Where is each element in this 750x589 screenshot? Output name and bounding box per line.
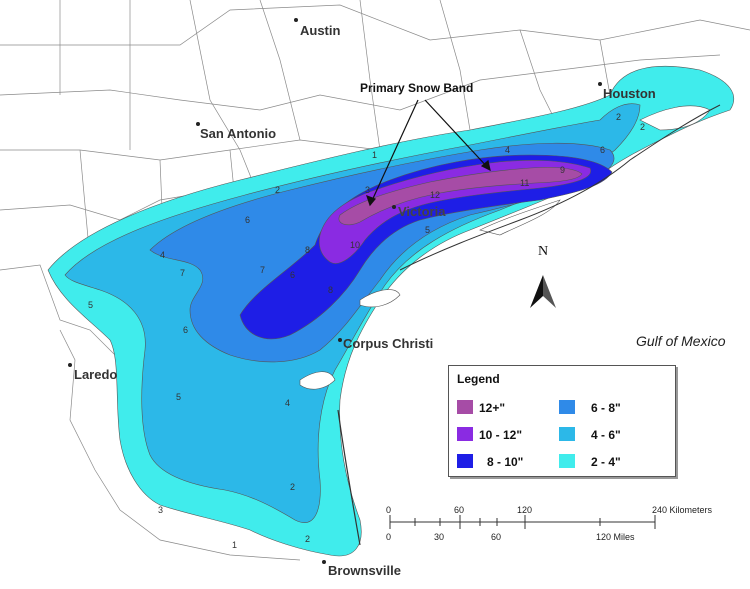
contour-value-label: 7: [180, 268, 186, 278]
legend-label-8-10: 8 - 10": [487, 455, 524, 469]
scale-bar: [389, 515, 656, 529]
contour-value-label: 5: [176, 392, 182, 402]
legend-swatch-8-10: [457, 454, 473, 468]
barrier-island: [337, 409, 361, 546]
contour-value-label: 2: [275, 185, 281, 195]
city-dot: [392, 205, 396, 209]
contour-value-label: 8: [305, 245, 311, 255]
legend-title: Legend: [457, 372, 500, 386]
gulf-of-mexico-label: Gulf of Mexico: [636, 333, 726, 349]
contour-10-12: [319, 159, 592, 264]
scale-km-120: 120: [517, 505, 533, 515]
snow-band-arrows: [366, 99, 491, 207]
contour-value-label: 4: [285, 398, 291, 408]
city-victoria: Victoria: [398, 204, 446, 219]
contour-value-label: 2: [290, 482, 296, 492]
city-houston: Houston: [603, 86, 656, 101]
scale-mi-120: 120 Miles: [596, 532, 635, 542]
city-dot: [68, 363, 72, 367]
legend-label-4-6: 4 - 6": [591, 428, 621, 442]
primary-snow-band-label: Primary Snow Band: [360, 81, 474, 95]
contour-value-label: 11: [520, 178, 530, 188]
legend: Legend 12+" 10 - 12" 8 - 10" 6 - 8" 4 - …: [448, 365, 676, 477]
scale-mi-30: 30: [434, 532, 445, 542]
city-dot: [338, 338, 342, 342]
legend-label-6-8: 6 - 8": [591, 401, 621, 415]
city-dot: [322, 560, 326, 564]
north-arrow-icon: [530, 275, 556, 308]
contour-12-plus: [338, 166, 583, 226]
city-brownsville: Brownsville: [328, 563, 401, 578]
contour-value-label: 2: [616, 112, 622, 122]
contour-value-label: 7: [260, 265, 266, 275]
city-austin: Austin: [300, 23, 341, 38]
contour-value-label: 3: [365, 185, 371, 195]
city-corpus-christi: Corpus Christi: [343, 336, 434, 351]
scale-km-240: 240 Kilometers: [652, 505, 713, 515]
contour-value-label: 12: [430, 190, 441, 200]
north-label: N: [537, 244, 549, 259]
contour-value-label: 6: [290, 270, 296, 280]
coastal-bays: [299, 105, 711, 390]
scale-km-60: 60: [454, 505, 465, 515]
contour-value-label: 5: [88, 300, 94, 310]
city-laredo: Laredo: [74, 367, 118, 382]
contour-value-label: 4: [505, 145, 511, 155]
scale-km-0: 0: [386, 505, 392, 515]
legend-swatch-6-8: [559, 400, 575, 414]
contour-value-label: 9: [560, 165, 566, 175]
contour-value-label: 10: [350, 240, 361, 250]
contour-value-label: 8: [328, 285, 334, 295]
contour-value-label: 1: [232, 540, 238, 550]
contour-value-label: 3: [158, 505, 164, 515]
scale-mi-60: 60: [491, 532, 502, 542]
city-dot: [196, 122, 200, 126]
contour-value-label: 6: [183, 325, 189, 335]
legend-swatch-10-12: [457, 427, 473, 441]
city-san-antonio: San Antonio: [200, 126, 277, 141]
contour-value-label: 6: [245, 215, 251, 225]
contour-value-label: 5: [425, 225, 431, 235]
legend-swatch-4-6: [559, 427, 575, 441]
snowfall-contours: [47, 65, 735, 557]
city-dot: [294, 18, 298, 22]
legend-swatch-2-4: [559, 454, 575, 468]
contour-value-label: 2: [305, 534, 311, 544]
legend-swatch-12-plus: [457, 400, 473, 414]
legend-label-12-plus: 12+": [479, 401, 506, 415]
legend-label-2-4: 2 - 4": [591, 455, 621, 469]
contour-value-label: 1: [372, 150, 378, 160]
legend-label-10-12: 10 - 12": [479, 428, 523, 442]
contour-value-label: 2: [640, 122, 646, 132]
barrier-island: [399, 104, 721, 271]
city-dot: [598, 82, 602, 86]
contour-value-label: 6: [600, 145, 606, 155]
contour-value-label: 4: [160, 250, 166, 260]
scale-mi-0: 0: [386, 532, 392, 542]
